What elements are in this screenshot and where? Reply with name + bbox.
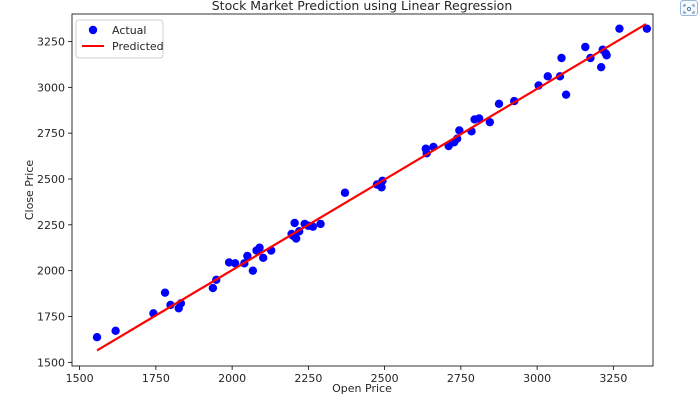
legend-box: [75, 19, 164, 59]
actual-point: [557, 53, 566, 63]
y-tick-label: 1750: [37, 311, 65, 324]
actual-point: [581, 42, 590, 52]
plot-area: [71, 13, 654, 367]
actual-point: [259, 253, 268, 263]
y-axis-label: Close Price: [23, 160, 36, 221]
actual-point: [243, 251, 252, 261]
legend-actual-label: Actual: [112, 24, 146, 37]
actual-point: [602, 51, 611, 60]
y-tick-label: 2500: [37, 173, 65, 186]
y-tick-label: 1500: [37, 356, 65, 369]
predicted-line: [96, 23, 647, 352]
actual-point: [543, 72, 552, 81]
data-marks: [92, 23, 652, 352]
y-tick-label: 3250: [37, 36, 65, 49]
legend: Actual Predicted: [75, 19, 164, 59]
actual-point: [615, 24, 624, 33]
y-axis-ticks: 1500 1750 2000 2250 2500 2750 3000 3250: [37, 36, 72, 369]
actual-point: [642, 24, 652, 33]
x-tick-label: 1500: [66, 372, 94, 385]
chart-title: Stock Market Prediction using Linear Reg…: [212, 0, 513, 13]
actual-point: [255, 243, 264, 252]
y-tick-label: 2750: [37, 127, 65, 140]
actual-point: [377, 183, 386, 192]
y-tick-label: 2250: [37, 219, 65, 232]
x-axis-ticks: 1500 1750 2000 2250 2500 2750 3000 3250: [66, 366, 627, 385]
actual-point: [230, 259, 240, 268]
actual-point: [474, 114, 484, 123]
y-tick-label: 3000: [37, 81, 65, 94]
actual-point: [160, 288, 170, 297]
x-tick-label: 2750: [447, 372, 475, 385]
x-tick-label: 1750: [142, 372, 170, 385]
x-tick-label: 3000: [523, 372, 551, 385]
enlarge-icon: [683, 0, 695, 18]
actual-point: [485, 117, 495, 127]
actual-point: [208, 283, 218, 293]
actual-point: [111, 326, 120, 335]
actual-point: [290, 218, 299, 228]
x-tick-label: 3250: [599, 372, 627, 385]
legend-actual-marker: [88, 25, 98, 35]
legend-predicted-label: Predicted: [112, 40, 164, 53]
actual-point: [248, 266, 258, 275]
y-tick-label: 2000: [37, 265, 65, 278]
actual-point: [291, 234, 301, 243]
x-tick-label: 2500: [371, 372, 399, 385]
actual-point: [340, 188, 350, 197]
enlarge-button[interactable]: [680, 0, 698, 16]
x-tick-label: 2000: [218, 372, 246, 385]
actual-point: [316, 219, 325, 229]
plot-frame: [71, 13, 654, 367]
actual-point: [561, 90, 571, 99]
actual-point: [92, 333, 102, 342]
x-axis-label: Open Price: [332, 382, 392, 395]
x-tick-label: 2250: [294, 372, 322, 385]
actual-point: [596, 62, 606, 72]
actual-point: [494, 99, 504, 109]
